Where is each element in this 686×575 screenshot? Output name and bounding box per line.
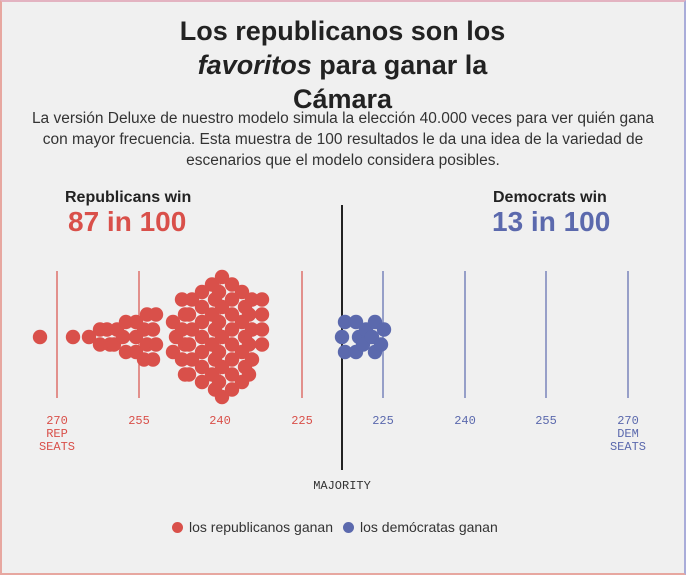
legend-rep-label: los republicanos ganan xyxy=(189,519,333,535)
legend-item-dem: los demócratas ganan xyxy=(343,519,498,535)
rep-dot-81 xyxy=(244,352,260,367)
dem-dot-11 xyxy=(376,322,392,337)
rep-dot-80 xyxy=(241,337,257,352)
rep-dot-65 xyxy=(224,322,240,337)
tick-label-5: 240 xyxy=(454,414,476,428)
rep-dot-11 xyxy=(118,344,134,360)
rep-dot-83 xyxy=(254,292,270,307)
dem-win-label: Democrats win xyxy=(493,189,607,206)
title-line-1: Los republicanos son los xyxy=(179,16,506,46)
rep-dot-79 xyxy=(244,322,260,337)
rep-dot-55 xyxy=(214,299,230,315)
tick-label-4: 225 xyxy=(372,414,394,428)
rep-dot-28 xyxy=(174,322,190,337)
rep-dot-34 xyxy=(184,322,200,337)
rep-dot-36 xyxy=(184,352,200,367)
tick-label-7: 270 xyxy=(617,414,639,428)
majority-label: MAJORITY xyxy=(313,479,371,493)
tick-sublabel-0-1: SEATS xyxy=(39,440,75,454)
rep-dot-57 xyxy=(214,329,230,345)
rep-dot-26 xyxy=(174,292,190,307)
rep-dot-44 xyxy=(194,374,210,390)
rep-dot-60 xyxy=(211,374,227,390)
rep-dot-68 xyxy=(224,367,240,382)
chart-title: Los republicanos son los favoritos para … xyxy=(150,14,535,116)
rep-dot-19 xyxy=(148,307,164,322)
rep-dot-56 xyxy=(211,314,227,330)
dem-dot-0 xyxy=(337,314,353,330)
tick-label-3: 225 xyxy=(291,414,313,428)
tick-sublabel-7-0: DEM xyxy=(617,427,639,441)
rep-dot-66 xyxy=(224,337,240,352)
rep-dot-70 xyxy=(234,284,250,300)
legend-item-rep: los republicanos ganan xyxy=(172,519,333,535)
rep-dot-64 xyxy=(224,307,240,322)
rep-dot-67 xyxy=(224,352,240,367)
rep-dot-1 xyxy=(65,329,81,345)
rep-dot-33 xyxy=(181,307,197,322)
chart-subtitle: La versión Deluxe de nuestro modelo simu… xyxy=(31,110,655,169)
rep-dot-78 xyxy=(241,307,257,322)
rep-dot-61 xyxy=(214,389,230,405)
legend-dem-swatch xyxy=(343,521,354,533)
rep-dot-40 xyxy=(194,314,210,330)
rep-dot-69 xyxy=(224,382,240,397)
legend: los republicanos ganan los demócratas ga… xyxy=(172,519,508,535)
rep-dot-2 xyxy=(81,329,97,345)
dem-win-value: 13 in 100 xyxy=(492,206,611,237)
rep-dot-37 xyxy=(181,367,197,382)
title-line-2-rest: para ganar la xyxy=(311,50,488,80)
rep-dot-20 xyxy=(145,322,161,337)
dem-dot-2 xyxy=(337,344,353,360)
rep-dot-54 xyxy=(211,284,227,300)
rep-win-value: 87 in 100 xyxy=(68,206,187,237)
rep-dot-58 xyxy=(211,344,227,360)
dem-dot-3 xyxy=(348,314,364,330)
tick-sublabel-0-0: REP xyxy=(46,427,68,441)
rep-dot-4 xyxy=(92,337,108,352)
dem-dot-12 xyxy=(373,337,389,352)
rep-dot-59 xyxy=(214,359,230,375)
rep-dot-9 xyxy=(118,314,134,330)
rep-dot-10 xyxy=(115,329,131,345)
title-line-2: favoritos para ganar la xyxy=(150,48,535,82)
rep-dot-41 xyxy=(194,329,210,345)
rep-dot-63 xyxy=(224,292,240,307)
legend-rep-swatch xyxy=(172,521,183,533)
rep-dot-22 xyxy=(145,352,161,367)
rep-dot-5 xyxy=(99,322,115,337)
tick-label-0: 270 xyxy=(46,414,68,428)
tick-sublabel-7-1: SEATS xyxy=(610,440,646,454)
tick-label-2: 240 xyxy=(209,414,231,428)
rep-dot-38 xyxy=(194,284,210,300)
title-line-3: Cámara xyxy=(292,84,393,114)
rep-dot-82 xyxy=(241,367,257,382)
dem-dot-1 xyxy=(334,329,350,345)
rep-dot-21 xyxy=(148,337,164,352)
rep-dot-43 xyxy=(194,359,210,375)
rep-dot-77 xyxy=(244,292,260,307)
tick-label-1: 255 xyxy=(128,414,150,428)
legend-dem-label: los demócratas ganan xyxy=(360,519,498,535)
rep-dot-30 xyxy=(174,352,190,367)
title-emphasis: favoritos xyxy=(197,50,312,80)
rep-dot-42 xyxy=(194,344,210,360)
rep-dot-86 xyxy=(254,337,270,352)
rep-dot-62 xyxy=(224,277,240,292)
rep-dot-0 xyxy=(32,329,48,345)
rep-win-label: Republicans win xyxy=(65,189,192,206)
rep-dot-32 xyxy=(184,292,200,307)
rep-dot-85 xyxy=(254,322,270,337)
tick-label-6: 255 xyxy=(535,414,557,428)
rep-dot-35 xyxy=(181,337,197,352)
rep-dot-84 xyxy=(254,307,270,322)
rep-dot-39 xyxy=(194,299,210,315)
rep-dot-53 xyxy=(214,269,230,285)
